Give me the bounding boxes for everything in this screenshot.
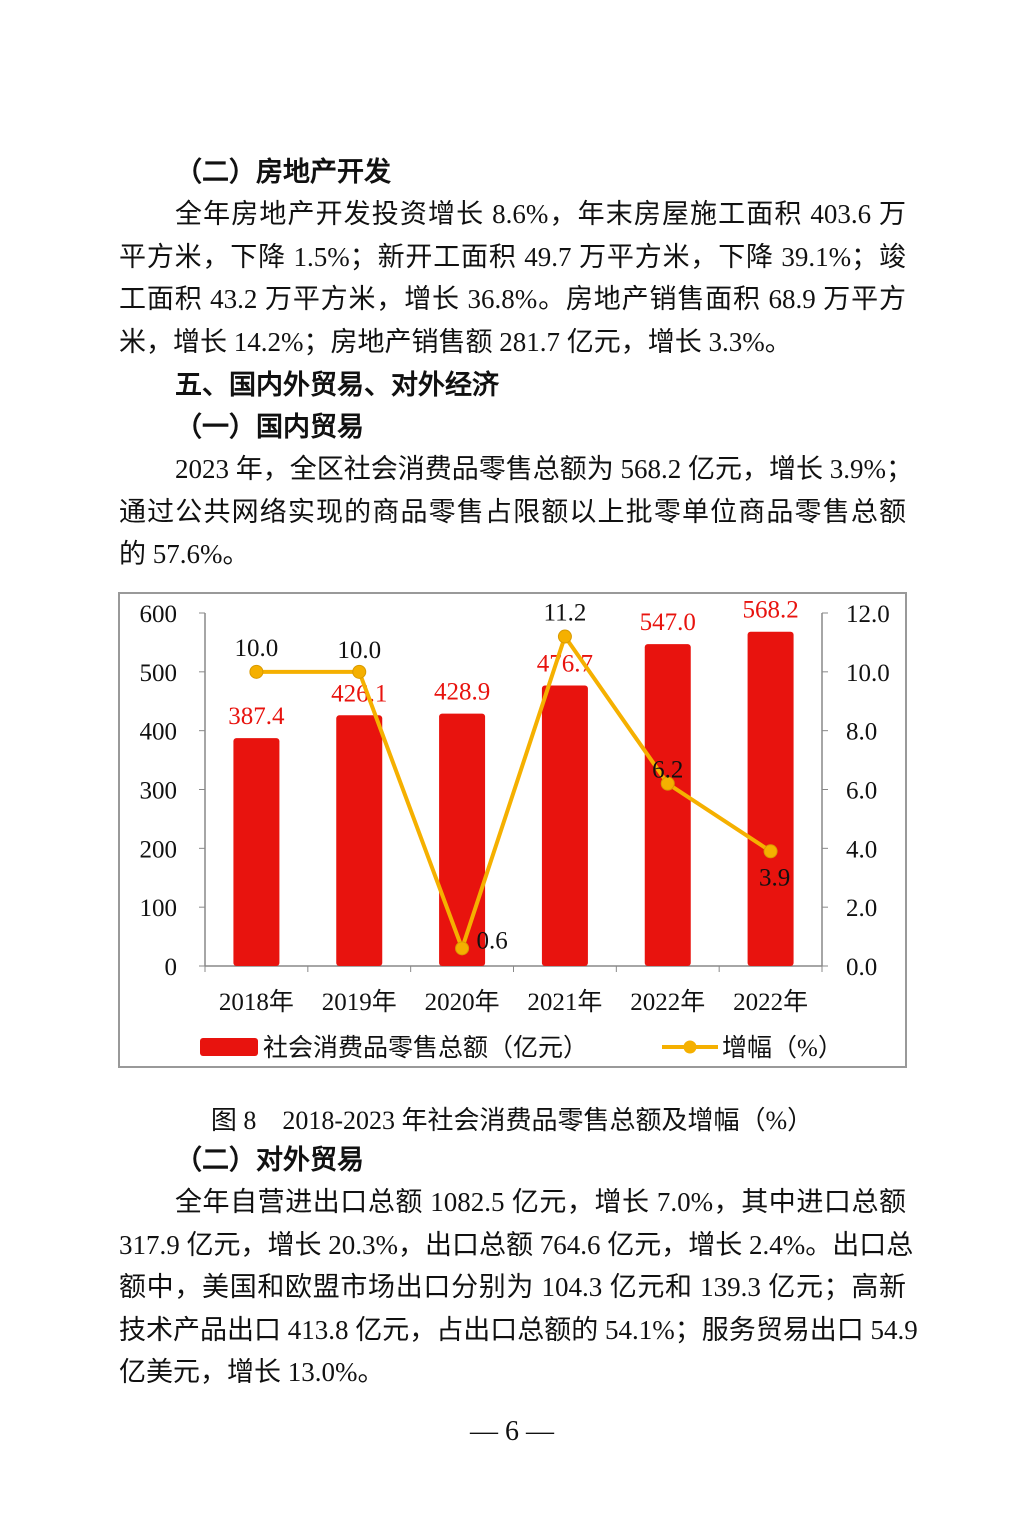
right-tick-label: 0.0 [846, 954, 877, 981]
paragraph-line: 的 57.6%。 [119, 539, 250, 570]
right-tick-label: 8.0 [846, 719, 877, 746]
bar-data-label: 568.2 [742, 597, 798, 624]
paragraph-line: 平方米，下降 1.5%；新开工面积 49.7 万平方米，下降 39.1%；竣 [119, 241, 906, 272]
legend-line-label: 增幅（%） [722, 1034, 843, 1062]
paragraph-line: 技术产品出口 413.8 亿元，占出口总额的 54.1%；服务贸易出口 54.9 [119, 1314, 918, 1345]
growth-data-label: 0.6 [476, 927, 507, 954]
growth-point [763, 844, 778, 859]
right-tick-label: 2.0 [846, 895, 877, 922]
growth-data-label: 11.2 [544, 600, 587, 627]
growth-line [256, 632, 772, 955]
right-tick-label: 4.0 [846, 836, 877, 863]
page-number: — 6 — [470, 1416, 554, 1447]
paragraph-line: 通过公共网络实现的商品零售占限额以上批零单位商品零售总额 [119, 496, 906, 527]
growth-data-label: 10.0 [235, 635, 279, 662]
legend-bar-label: 社会消费品零售总额（亿元） [263, 1034, 588, 1062]
bar-data-label: 428.9 [434, 679, 490, 706]
figure-caption: 图 8 2018-2023 年社会消费品零售总额及增幅（%） [210, 1106, 814, 1135]
paragraph-line: 全年房地产开发投资增长 8.6%，年末房屋施工面积 403.6 万 [175, 199, 906, 229]
bar [439, 713, 486, 966]
x-tick-label: 2020年 [425, 988, 500, 1016]
paragraph-line: 米，增长 14.2%；房地产销售额 281.7 亿元，增长 3.3%。 [119, 326, 792, 357]
bar-data-label: 426.1 [331, 680, 387, 707]
right-tick-label: 10.0 [846, 660, 890, 687]
legend-line-marker [683, 1040, 697, 1054]
bar [336, 715, 383, 966]
paragraph-line: 317.9 亿元，增长 20.3%，出口总额 764.6 亿元，增长 2.4%。… [119, 1229, 914, 1260]
left-tick-label: 200 [140, 836, 178, 863]
left-tick-label: 100 [140, 895, 178, 922]
x-tick-label: 2022年 [630, 988, 705, 1016]
section-heading: 五、国内外贸易、对外经济 [175, 370, 499, 400]
legend-bar-swatch [200, 1038, 258, 1056]
x-tick-label: 2022年 [733, 988, 808, 1016]
paragraph-line: 额中，美国和欧盟市场出口分别为 104.3 亿元和 139.3 亿元；高新 [119, 1272, 906, 1303]
growth-point [660, 776, 675, 791]
bar [233, 738, 280, 966]
paragraph-line: 工面积 43.2 万平方米，增长 36.8%。房地产销售面积 68.9 万平方 [119, 284, 906, 315]
bar-data-label: 547.0 [640, 609, 696, 636]
right-tick-label: 6.0 [846, 778, 877, 805]
growth-point [249, 664, 264, 679]
paragraph-line: 全年自营进出口总额 1082.5 亿元，增长 7.0%，其中进口总额 [175, 1187, 906, 1217]
paragraph-line: 亿美元，增长 13.0%。 [119, 1357, 385, 1388]
growth-data-label: 10.0 [337, 637, 381, 664]
left-tick-label: 500 [140, 660, 178, 687]
bar-data-label: 387.4 [228, 703, 285, 730]
left-tick-label: 400 [140, 719, 178, 746]
x-tick-label: 2018年 [219, 988, 294, 1016]
left-tick-label: 300 [140, 778, 178, 805]
x-tick-label: 2019年 [322, 988, 397, 1016]
bar [644, 644, 691, 966]
growth-point [557, 629, 572, 644]
section-heading: （二）房地产开发 [175, 157, 391, 187]
x-tick-label: 2021年 [527, 988, 602, 1016]
bar [541, 685, 588, 966]
section-heading: （一）国内贸易 [175, 412, 364, 442]
section-heading: （二）对外贸易 [175, 1145, 364, 1175]
growth-data-label: 3.9 [759, 864, 790, 891]
left-tick-label: 0 [165, 954, 178, 981]
bar [747, 631, 794, 966]
growth-point [455, 941, 470, 956]
growth-data-label: 6.2 [652, 757, 683, 784]
left-tick-label: 600 [140, 601, 178, 628]
growth-point [352, 664, 367, 679]
right-tick-label: 12.0 [846, 601, 890, 628]
paragraph-line: 2023 年，全区社会消费品零售总额为 568.2 亿元，增长 3.9%； [175, 454, 913, 484]
